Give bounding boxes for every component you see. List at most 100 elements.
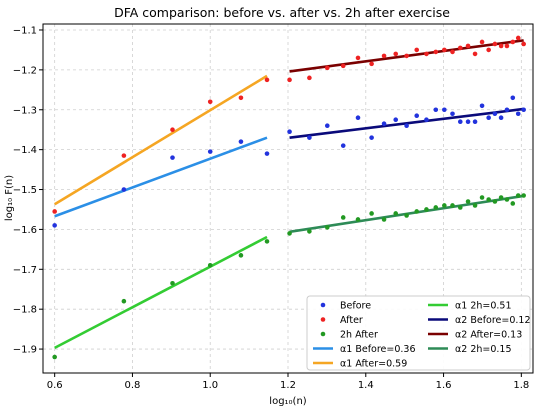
legend-label: α2 After=0.13 [455, 330, 522, 341]
legend-label: α1 2h=0.51 [455, 301, 512, 312]
data-point [264, 239, 270, 244]
y-tick-label: −1.5 [13, 185, 37, 196]
data-point [170, 155, 175, 160]
data-point [307, 135, 312, 140]
legend-label: Before [340, 301, 371, 312]
data-point [450, 203, 455, 208]
data-point [393, 211, 399, 216]
data-point [465, 199, 471, 204]
data-point [381, 53, 387, 59]
data-point [442, 203, 447, 208]
legend-box [306, 295, 531, 371]
data-point [207, 99, 213, 105]
x-tick-label: 0.8 [124, 380, 140, 391]
data-point [510, 95, 516, 101]
data-point [450, 111, 455, 117]
data-point [52, 209, 57, 214]
data-point [381, 121, 387, 127]
data-point [457, 119, 463, 125]
data-point [287, 231, 292, 236]
data-point [510, 201, 516, 206]
data-point [340, 143, 346, 148]
data-point [207, 263, 213, 268]
data-point [340, 215, 346, 220]
data-point [457, 45, 463, 51]
fit-line [54, 235, 268, 350]
data-point [424, 117, 429, 123]
data-point [369, 61, 374, 67]
data-point [170, 280, 175, 286]
data-point [521, 41, 526, 47]
data-point [472, 203, 478, 208]
data-point [404, 123, 409, 129]
data-point [170, 127, 175, 132]
data-point [324, 123, 330, 129]
data-point [492, 41, 498, 47]
x-tick-label: 0.6 [47, 380, 63, 391]
data-point [307, 75, 312, 81]
data-point [121, 187, 127, 192]
data-point [369, 211, 374, 216]
data-point [498, 115, 504, 121]
legend-label: 2h After [340, 330, 378, 341]
fit-line [289, 107, 524, 139]
data-point [433, 205, 439, 210]
data-point [355, 55, 361, 61]
data-point [414, 209, 420, 214]
legend-label: α1 Before=0.36 [340, 344, 416, 355]
data-point [355, 217, 361, 222]
data-point [479, 195, 485, 200]
data-point [287, 129, 292, 134]
data-point [515, 193, 521, 198]
x-axis-ticks: 0.6 0.8 1.0 1.2 1.4 1.6 1.8 [47, 373, 529, 391]
data-point [472, 51, 478, 57]
data-point [324, 65, 330, 71]
data-point [450, 49, 455, 55]
data-point [369, 135, 374, 140]
x-tick-label: 1.4 [358, 380, 374, 391]
data-point [287, 77, 292, 83]
data-point [465, 43, 471, 49]
data-point [521, 107, 526, 113]
data-point [121, 298, 127, 304]
data-point [238, 253, 244, 258]
data-point [414, 113, 420, 119]
y-tick-label: −1.2 [13, 65, 37, 76]
data-point [515, 111, 521, 117]
legend-marker [320, 331, 326, 337]
data-point [424, 207, 429, 212]
data-point [472, 119, 478, 125]
data-point [381, 217, 387, 222]
data-point [393, 117, 399, 123]
legend-label: α2 Before=0.12 [455, 315, 531, 326]
data-point [510, 39, 516, 45]
y-axis-label: log₁₀ F(n) [4, 175, 15, 221]
data-point [340, 63, 346, 69]
data-point [442, 107, 447, 113]
y-tick-label: −1.1 [13, 25, 37, 36]
legend-label: α2 2h=0.15 [455, 344, 512, 355]
legend-marker [320, 302, 326, 308]
data-point [264, 151, 270, 156]
data-point [504, 107, 510, 113]
data-point [479, 39, 485, 45]
scatter-points [52, 35, 526, 360]
data-point [424, 51, 429, 57]
legend-label: α1 After=0.59 [340, 359, 407, 370]
scatter-series [52, 193, 526, 360]
data-point [492, 111, 498, 117]
legend: Before After 2h After α1 Before=0.36 α1 Afte… [306, 295, 531, 371]
y-tick-label: −1.3 [13, 105, 37, 116]
y-tick-label: −1.4 [13, 145, 37, 156]
data-point [457, 205, 463, 210]
fit-line [54, 136, 268, 218]
data-point [404, 213, 409, 218]
data-point [238, 95, 244, 101]
legend-marker [320, 317, 326, 322]
scatter-series [52, 95, 526, 228]
data-point [355, 115, 361, 121]
data-point [121, 153, 127, 158]
fit-line [53, 74, 268, 206]
data-point [433, 107, 439, 113]
chart-title: DFA comparison: before vs. after vs. 2h … [114, 5, 450, 20]
